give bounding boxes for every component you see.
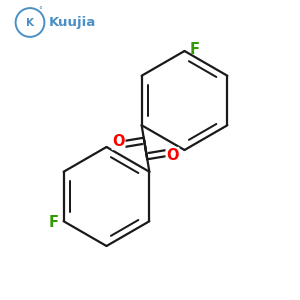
Text: F: F — [48, 215, 58, 230]
Text: °: ° — [38, 6, 42, 15]
Text: Kuujia: Kuujia — [49, 16, 96, 29]
Text: O: O — [166, 148, 179, 163]
Text: K: K — [26, 17, 34, 28]
Text: F: F — [190, 42, 200, 57]
Text: O: O — [112, 134, 125, 149]
